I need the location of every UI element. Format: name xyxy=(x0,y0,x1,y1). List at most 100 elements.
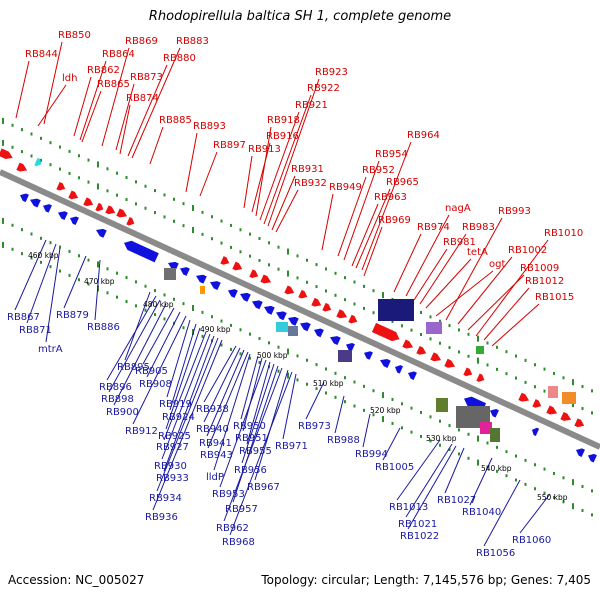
scale-tick xyxy=(401,402,403,406)
scale-tick xyxy=(116,271,118,275)
label-leader xyxy=(106,295,157,381)
scale-tick xyxy=(505,450,508,454)
reverse-gene-arrow xyxy=(490,408,499,418)
reverse-gene-arrow xyxy=(210,281,221,291)
scale-tick xyxy=(182,302,185,306)
scale-tick xyxy=(220,343,223,347)
scale-tick xyxy=(344,298,346,302)
scale-tick xyxy=(553,471,555,475)
label-leader xyxy=(251,142,271,213)
forward-gene-label: RB1002 xyxy=(508,245,547,256)
scale-tick xyxy=(11,247,14,251)
reverse-gene-label: lldP xyxy=(206,472,224,483)
scale-tick xyxy=(249,332,251,336)
genome-backbone xyxy=(0,169,600,450)
scale-tick xyxy=(230,223,232,227)
reverse-gene-arrow xyxy=(276,311,287,321)
label-leader-lines xyxy=(14,41,551,547)
forward-gene-label: RB981 xyxy=(443,237,476,248)
reverse-gene-arrow xyxy=(180,267,190,276)
label-leader xyxy=(213,353,251,471)
reverse-gene-arrow xyxy=(395,365,404,374)
scale-tick xyxy=(249,254,251,258)
reverse-gene-label: RB967 xyxy=(247,482,280,493)
scale-tick xyxy=(30,154,33,158)
label-leader xyxy=(282,373,297,440)
scale-tick xyxy=(40,260,42,264)
scale-tick xyxy=(496,367,498,371)
reverse-gene-label: RB941 xyxy=(199,438,232,449)
label-leader xyxy=(255,126,272,217)
label-leader xyxy=(219,359,267,488)
scale-tick xyxy=(239,328,242,332)
label-leader xyxy=(163,335,215,472)
scale-tick xyxy=(391,319,394,323)
scale-tick xyxy=(534,385,536,389)
forward-gene-label: RB862 xyxy=(87,65,120,76)
reverse-gene-label: RB924 xyxy=(162,412,195,423)
scale-tick xyxy=(325,367,327,371)
reverse-gene-label: RB951 xyxy=(235,433,268,444)
scale-tick xyxy=(591,389,593,393)
forward-gene-label: RB883 xyxy=(176,36,209,47)
scale-tick xyxy=(420,333,422,336)
scale-tick xyxy=(429,337,432,341)
scale-tick xyxy=(30,256,33,260)
scale-tick xyxy=(144,284,147,288)
reverse-gene-label: RB1060 xyxy=(512,535,551,546)
label-leader xyxy=(483,479,521,547)
scale-tick xyxy=(220,241,223,245)
scale-tick xyxy=(382,392,384,399)
forward-gene-label: ogt xyxy=(489,259,505,270)
scale-tick xyxy=(30,132,33,136)
label-leader xyxy=(246,361,271,445)
scale-tick xyxy=(477,435,479,442)
forward-gene-label: RB913 xyxy=(248,144,281,155)
scale-tick xyxy=(201,334,204,338)
scale-tick xyxy=(486,341,489,345)
scale-tick xyxy=(163,317,166,321)
gene-labels: RB844RB850ldhRB862RB864RB865RB869RB873RB… xyxy=(7,30,583,559)
feature-box xyxy=(476,346,484,354)
reverse-gene-label: RB994 xyxy=(355,449,388,460)
scale-tick xyxy=(2,217,4,224)
label-leader xyxy=(425,258,472,309)
scale-tick xyxy=(220,319,223,323)
scale-tick xyxy=(353,302,356,306)
scale-tick xyxy=(448,346,451,350)
scale-tick xyxy=(59,145,61,149)
kbp-label: 470 kbp xyxy=(84,277,115,286)
forward-gene-label: RB949 xyxy=(329,182,362,193)
scale-tick xyxy=(154,211,156,215)
feature-box xyxy=(288,326,298,336)
scale-tick xyxy=(192,305,194,311)
label-leader xyxy=(393,233,422,293)
scale-tick xyxy=(515,478,517,482)
scale-tick xyxy=(306,382,308,386)
reverse-gene-label: RB908 xyxy=(139,379,172,390)
scale-tick xyxy=(2,139,4,146)
label-leader xyxy=(362,413,371,448)
scale-tick xyxy=(439,341,441,345)
scale-tick xyxy=(30,232,33,236)
scale-tick xyxy=(116,193,118,197)
kbp-label: 490 kbp xyxy=(200,325,231,334)
label-leader xyxy=(203,345,237,403)
scale-tick xyxy=(410,406,413,410)
scale-tick xyxy=(239,228,242,232)
scale-tick xyxy=(562,376,565,380)
reverse-gene-label: RB1021 xyxy=(398,519,437,530)
scale-tick xyxy=(439,443,441,447)
forward-gene-arrow xyxy=(546,405,558,415)
scale-tick xyxy=(78,254,80,258)
scale-tick xyxy=(249,356,251,360)
reverse-gene-arrow xyxy=(288,316,299,326)
forward-gene-label: RB1009 xyxy=(520,263,559,274)
label-leader xyxy=(169,323,197,411)
forward-gene-arrow xyxy=(416,345,427,355)
label-leader xyxy=(469,457,493,506)
label-leader xyxy=(396,439,441,501)
forward-gene-arrow xyxy=(16,162,28,172)
forward-gene-arrow xyxy=(336,309,348,319)
